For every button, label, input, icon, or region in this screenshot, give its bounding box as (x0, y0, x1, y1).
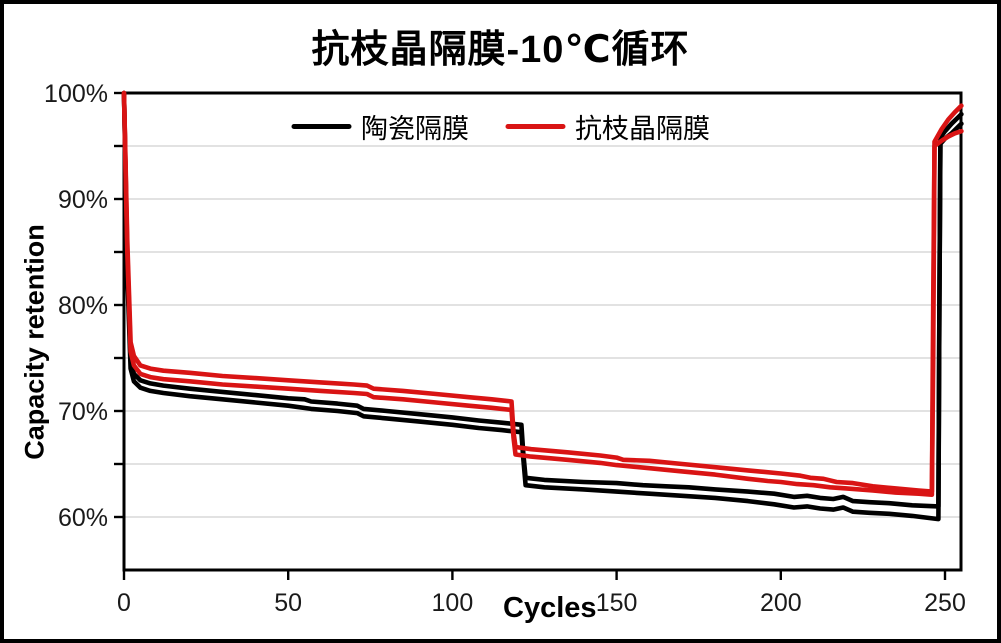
legend-item-antidendrite: 抗枝晶隔膜 (505, 107, 710, 146)
series-line-抗枝晶隔膜-1 (121, 90, 964, 494)
legend-label-antidendrite: 抗枝晶隔膜 (575, 114, 710, 144)
series-line-陶瓷隔膜-2 (121, 90, 964, 522)
y-tick-label: 90% (58, 186, 108, 214)
x-tick-label: 150 (596, 589, 638, 617)
y-axis-title: Capacity retention (19, 224, 50, 460)
y-tick-label: 100% (44, 80, 108, 108)
legend-line-red-icon (505, 124, 565, 129)
y-tick-label: 60% (58, 504, 108, 532)
x-tick-label: 50 (274, 589, 302, 617)
y-tick-label: 80% (58, 292, 108, 320)
plot-area: 100% 90% 80% 70% 60% 0 50 100 150 200 250 (44, 80, 966, 617)
x-axis-title: Cycles (503, 592, 597, 624)
plot-border (122, 91, 963, 572)
series-line-陶瓷隔膜-1 (121, 90, 964, 509)
legend: 陶瓷隔膜 抗枝晶隔膜 (291, 107, 710, 146)
y-tick-label: 70% (58, 398, 108, 426)
legend-item-ceramic: 陶瓷隔膜 (291, 107, 469, 146)
x-tick-label: 0 (117, 589, 131, 617)
x-tick-label: 250 (924, 589, 966, 617)
series-line-抗枝晶隔膜-2 (121, 90, 964, 498)
legend-line-black-icon (291, 124, 351, 129)
legend-label-ceramic: 陶瓷隔膜 (361, 114, 469, 144)
x-tick-label: 100 (432, 589, 474, 617)
chart-title: 抗枝晶隔膜-10℃循环 (311, 29, 690, 71)
x-tick-label: 200 (760, 589, 802, 617)
